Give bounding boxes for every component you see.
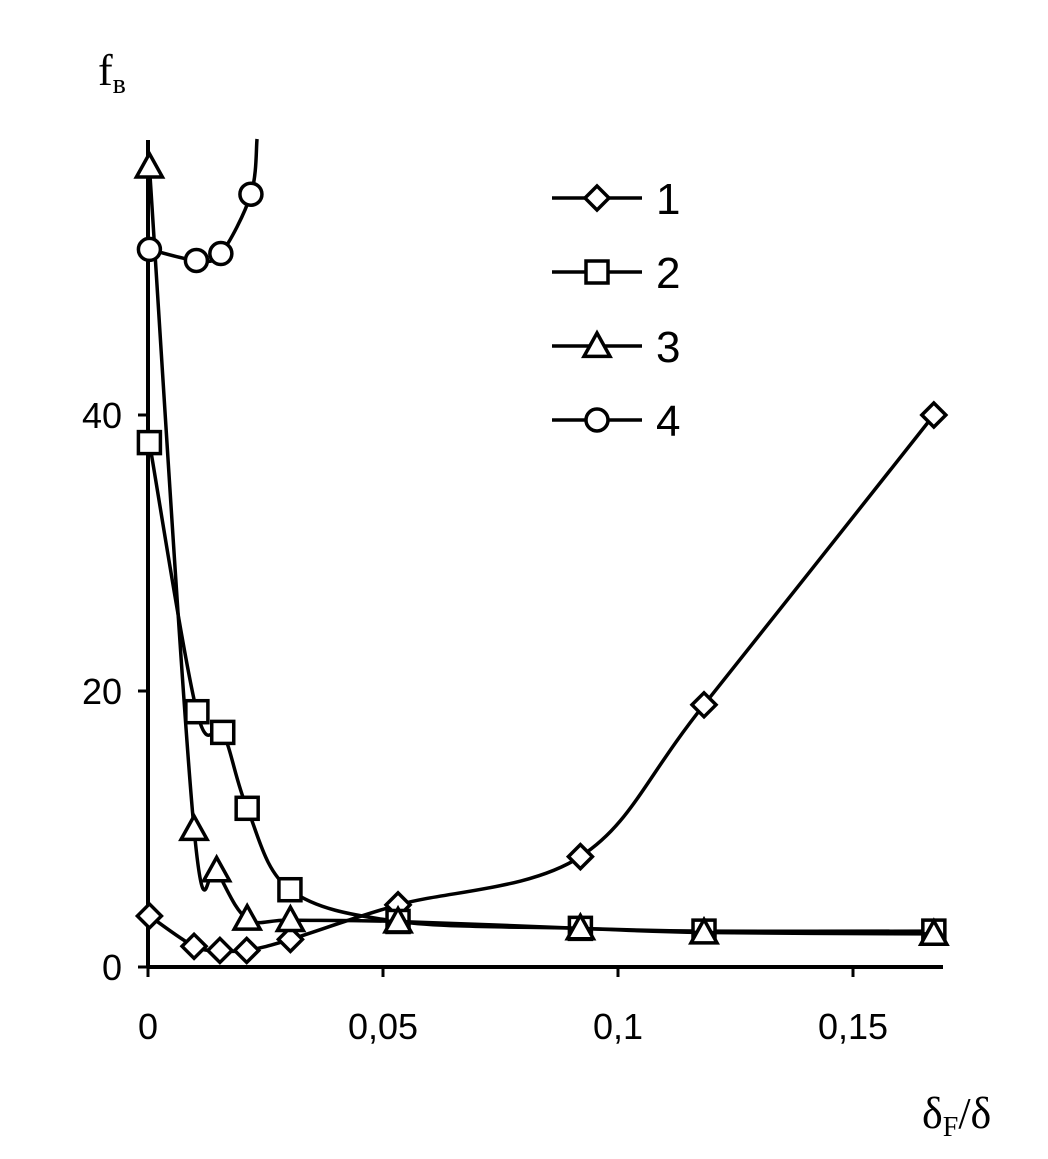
series-1-point	[689, 690, 719, 720]
x-tick-label: 0,05	[348, 1006, 418, 1047]
series-3-point	[178, 812, 211, 842]
series-2-point	[234, 795, 260, 822]
legend-label: 3	[656, 323, 680, 372]
legend-item-4: 4	[552, 397, 680, 446]
series-4-point	[238, 181, 264, 207]
legend-label: 4	[656, 397, 680, 446]
x-axis-title-a: δ	[922, 1089, 943, 1138]
x-axis-title: δF/δ	[922, 1089, 991, 1143]
legend-marker	[582, 183, 612, 213]
series-1-point	[179, 931, 209, 961]
series-4	[136, 138, 264, 274]
series-4-point	[183, 247, 210, 274]
series-3-point	[564, 911, 597, 941]
series-2-point	[277, 876, 303, 903]
x-axis-title-sub: F	[943, 1112, 959, 1143]
series-1-point	[275, 924, 305, 954]
legend: 1 2 3 4	[552, 175, 680, 446]
y-tick-label: 0	[102, 947, 122, 988]
series-1-point	[205, 935, 235, 965]
series-2	[136, 429, 947, 944]
series-1-point	[232, 935, 262, 965]
series-2-line	[147, 442, 934, 934]
y-tick-label: 40	[82, 395, 122, 436]
legend-marker	[584, 407, 610, 433]
series-3	[133, 149, 950, 947]
series-2-point	[136, 429, 163, 456]
series-1-point	[565, 842, 595, 872]
axes	[146, 140, 943, 969]
series-3-point	[274, 903, 307, 933]
y-axis-title-main: f	[98, 46, 113, 95]
series-4-point	[136, 236, 163, 263]
series-1-line	[148, 413, 936, 954]
x-tick-label: 0,15	[818, 1006, 888, 1047]
series-3-point	[231, 902, 264, 931]
x-tick-label: 0,1	[593, 1006, 643, 1047]
series-1	[134, 400, 949, 965]
series-3-point	[382, 904, 415, 934]
series-1-point	[134, 901, 164, 931]
series-3-line	[147, 166, 934, 936]
series-3-point	[688, 915, 720, 945]
y-axis-title-sub: в	[113, 69, 126, 100]
series-3-point	[917, 917, 950, 947]
legend-label: 1	[656, 175, 680, 224]
ticks-layer: 0 0,05 0,1 0,15 0 20 40	[82, 395, 888, 1047]
y-tick-label: 20	[82, 671, 122, 712]
series-2-point	[209, 719, 236, 746]
series-3-point	[133, 149, 166, 179]
series-2-point	[184, 698, 210, 725]
series-1-point	[919, 400, 949, 430]
legend-label: 2	[656, 249, 680, 298]
legend-item-1: 1	[552, 175, 680, 224]
legend-marker	[581, 329, 613, 359]
legend-item-3: 3	[552, 323, 680, 372]
x-tick-label: 0	[138, 1006, 158, 1047]
legend-item-2: 2	[552, 249, 680, 298]
series-4-point	[208, 240, 234, 267]
x-axis-title-b: /δ	[958, 1089, 991, 1138]
series-3-point	[200, 853, 233, 883]
series-layer	[133, 138, 950, 965]
y-axis-title: fв	[98, 46, 126, 100]
legend-marker	[584, 259, 610, 285]
